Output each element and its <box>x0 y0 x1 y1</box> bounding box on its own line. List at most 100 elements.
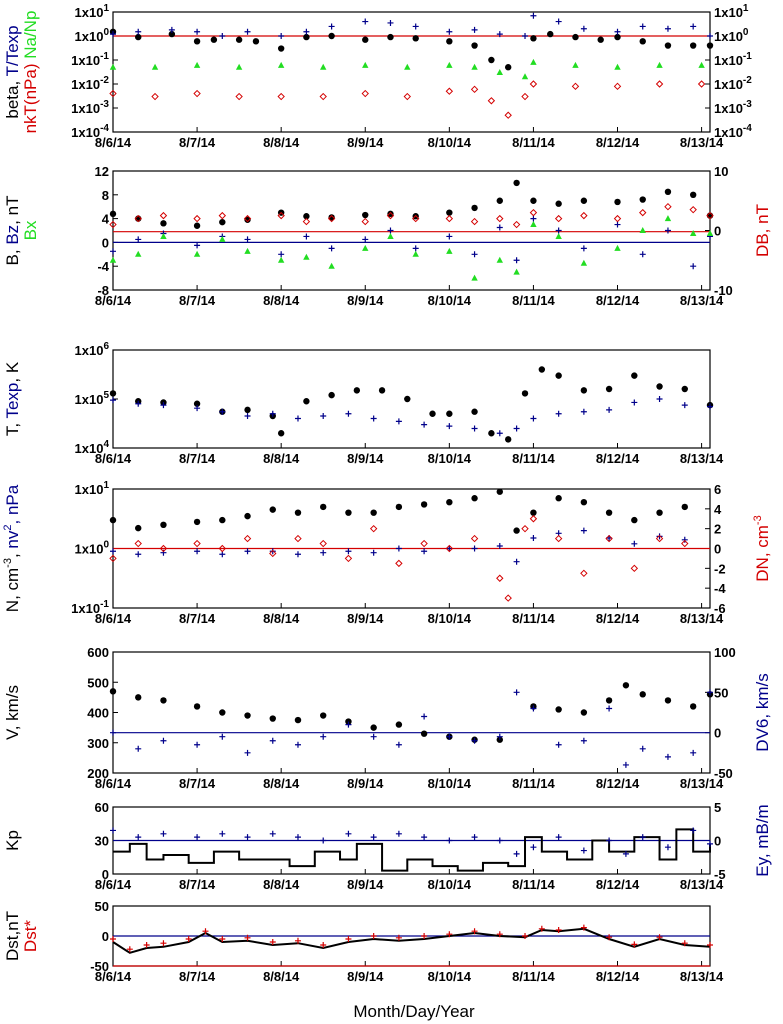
data-point <box>135 250 142 257</box>
data-point <box>664 753 671 760</box>
data-point <box>504 64 512 71</box>
data-point <box>530 509 537 516</box>
data-point <box>631 516 638 524</box>
data-point <box>530 221 537 228</box>
data-point <box>639 745 646 752</box>
data-point <box>194 405 201 412</box>
data-point <box>555 232 562 239</box>
data-point <box>446 423 453 430</box>
data-point <box>496 430 503 437</box>
data-point <box>445 87 454 95</box>
y-tick-label-left: 600 <box>87 645 109 660</box>
data-point <box>614 28 621 35</box>
data-point <box>631 372 638 379</box>
x-tick-label: 8/11/14 <box>512 776 555 791</box>
data-point <box>370 933 377 939</box>
data-point <box>631 941 638 948</box>
data-point <box>613 214 622 223</box>
data-point <box>294 741 301 748</box>
series-black <box>109 28 714 71</box>
data-point <box>529 80 538 88</box>
y-tick-label-right: 0 <box>714 726 721 741</box>
series-red <box>110 924 713 953</box>
y-tick-label-left: -8 <box>97 283 109 298</box>
data-point <box>328 391 335 399</box>
data-point <box>219 235 226 242</box>
data-point <box>656 934 663 941</box>
data-point <box>345 830 352 837</box>
data-point <box>664 227 671 234</box>
data-point <box>470 217 479 226</box>
data-point <box>614 63 621 70</box>
series-black <box>113 828 711 872</box>
y-tick-label-left: 1x104 <box>75 439 110 456</box>
data-point <box>421 933 428 939</box>
data-point <box>370 834 377 841</box>
data-point <box>421 421 428 428</box>
data-point <box>496 214 504 223</box>
data-point <box>320 412 327 419</box>
data-point <box>572 61 579 68</box>
data-point <box>109 63 117 70</box>
data-point <box>218 544 227 553</box>
data-point <box>135 28 142 35</box>
panel-plasma-beta: 8/6/14 8/7/14 8/8/14 8/9/14 8/10/14 8/11/14 8/… <box>3 3 752 150</box>
data-point <box>707 403 713 410</box>
data-point <box>294 834 301 841</box>
data-point <box>362 244 369 251</box>
data-point <box>219 551 226 558</box>
data-point <box>471 408 478 415</box>
data-point <box>168 30 176 38</box>
data-point <box>320 549 327 556</box>
data-point <box>362 211 369 219</box>
series-green <box>109 215 714 281</box>
data-point <box>513 425 520 432</box>
y-tick-label-right: 0 <box>714 224 721 239</box>
x-tick-label: 8/6/14 <box>95 611 132 626</box>
data-point <box>504 594 512 602</box>
x-tick-label: 8/9/14 <box>347 611 384 626</box>
x-tick-label: 8/7/14 <box>179 877 216 892</box>
data-point <box>235 36 243 43</box>
x-axis-label: Month/Day/Year <box>353 1002 475 1021</box>
data-point <box>219 733 226 740</box>
data-point <box>277 211 285 220</box>
data-point <box>530 844 537 851</box>
y-tick-label-left: 1x10-3 <box>71 99 109 116</box>
data-point <box>243 214 252 223</box>
data-point <box>109 688 117 695</box>
data-point <box>361 217 369 226</box>
data-point <box>639 23 646 30</box>
y-tick-label-right: 2 <box>714 522 721 537</box>
data-point <box>110 548 116 555</box>
data-point <box>143 942 150 948</box>
data-point <box>580 197 588 204</box>
data-point <box>244 412 251 419</box>
data-point <box>235 92 243 101</box>
y-tick-label-left: 30 <box>95 834 109 849</box>
data-point <box>605 534 613 543</box>
data-point <box>690 23 697 30</box>
series-blue <box>110 527 688 565</box>
data-point <box>580 737 587 744</box>
data-point <box>110 397 116 404</box>
data-point <box>580 408 587 415</box>
data-point <box>395 559 403 568</box>
data-point <box>303 253 310 260</box>
data-point <box>555 706 562 713</box>
data-point <box>219 936 226 942</box>
data-point <box>555 834 562 841</box>
data-point <box>639 227 646 233</box>
y-tick-label-left: 1x105 <box>75 390 110 407</box>
data-point <box>294 937 301 944</box>
data-point <box>554 534 563 543</box>
x-tick-label: 8/7/14 <box>179 451 216 466</box>
data-point <box>370 724 377 731</box>
x-tick-label: 8/9/14 <box>347 293 384 308</box>
data-point <box>681 402 688 409</box>
y-tick-label-right: -4 <box>714 581 726 596</box>
data-point <box>471 26 478 33</box>
data-point <box>606 705 613 712</box>
data-point <box>421 834 428 841</box>
